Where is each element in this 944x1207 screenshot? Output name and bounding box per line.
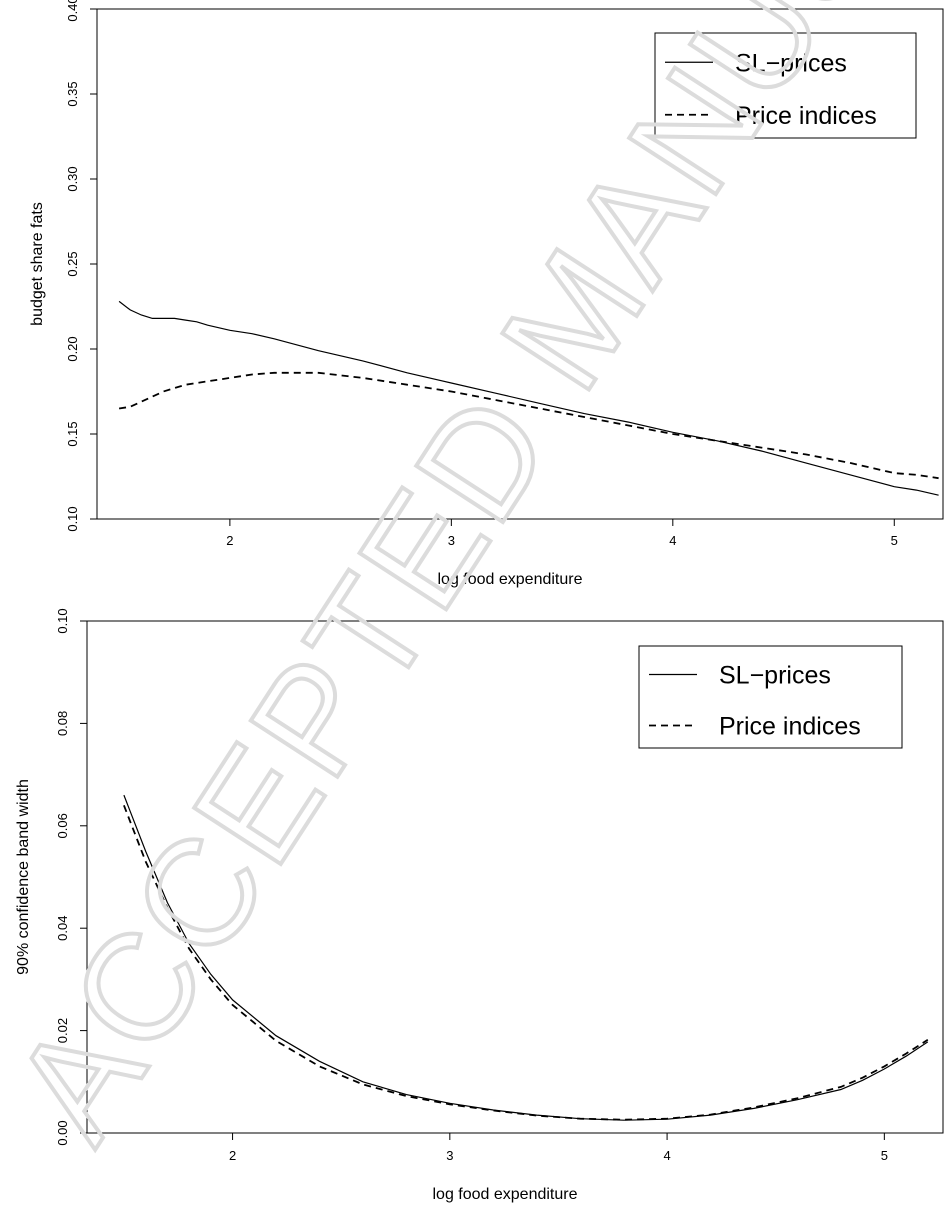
x-tick-label: 5: [891, 533, 898, 548]
series-line-2: [118, 371, 939, 480]
y-tick-label: 0.02: [55, 1018, 70, 1043]
watermark: ACCEPTED MANUSCRIPT: [0, 0, 944, 1169]
legend: SL−prices Price indices: [654, 32, 917, 139]
y-tick-label: 0.00: [55, 1120, 70, 1145]
y-tick-label: 0.06: [55, 813, 70, 838]
x-axis-label: log food expenditure: [438, 571, 583, 588]
x-tick-label: 3: [446, 1148, 453, 1163]
y-tick-label: 0.40: [65, 0, 80, 22]
y-tick-label: 0.20: [65, 336, 80, 361]
y-tick-label: 0.08: [55, 711, 70, 736]
y-tick-label: 0.10: [55, 608, 70, 633]
legend-box: [654, 32, 917, 139]
legend-label-1: SL−prices: [719, 662, 831, 690]
y-tick-label: 0.35: [65, 81, 80, 106]
x-axis-label: log food expenditure: [433, 1186, 578, 1203]
x-tick-label: 3: [448, 533, 455, 548]
chart-panel-1: 2 3 4 5 0.10 0.15 0.20 0.25 0.30 0.35 0.40 log food…: [29, 0, 944, 588]
series-line-2: [123, 804, 929, 1121]
x-tick-label: 2: [229, 1148, 236, 1163]
series-line-1: [123, 794, 929, 1121]
legend-label-1: SL−prices: [735, 49, 847, 77]
series-line-1: [118, 300, 939, 496]
legend: SL−prices Price indices: [638, 645, 903, 749]
x-tick-label: 2: [226, 533, 233, 548]
legend-label-2: Price indices: [735, 102, 877, 130]
x-tick-label: 4: [663, 1148, 670, 1163]
y-tick-label: 0.30: [65, 166, 80, 191]
legend-label-2: Price indices: [719, 713, 861, 741]
y-tick-label: 0.04: [55, 916, 70, 941]
plot-frame: [86, 620, 944, 1134]
x-tick-label: 5: [881, 1148, 888, 1163]
x-tick-label: 4: [669, 533, 676, 548]
legend-box: [638, 645, 903, 749]
y-axis-label: 90% confidence band width: [15, 779, 32, 975]
y-tick-label: 0.10: [65, 506, 80, 531]
chart-panel-2: 2 3 4 5 0.00 0.02 0.04 0.06 0.08 0.10 log food exp…: [15, 608, 944, 1203]
y-tick-label: 0.15: [65, 421, 80, 446]
y-tick-label: 0.25: [65, 251, 80, 276]
y-axis-label: budget share fats: [29, 202, 46, 326]
